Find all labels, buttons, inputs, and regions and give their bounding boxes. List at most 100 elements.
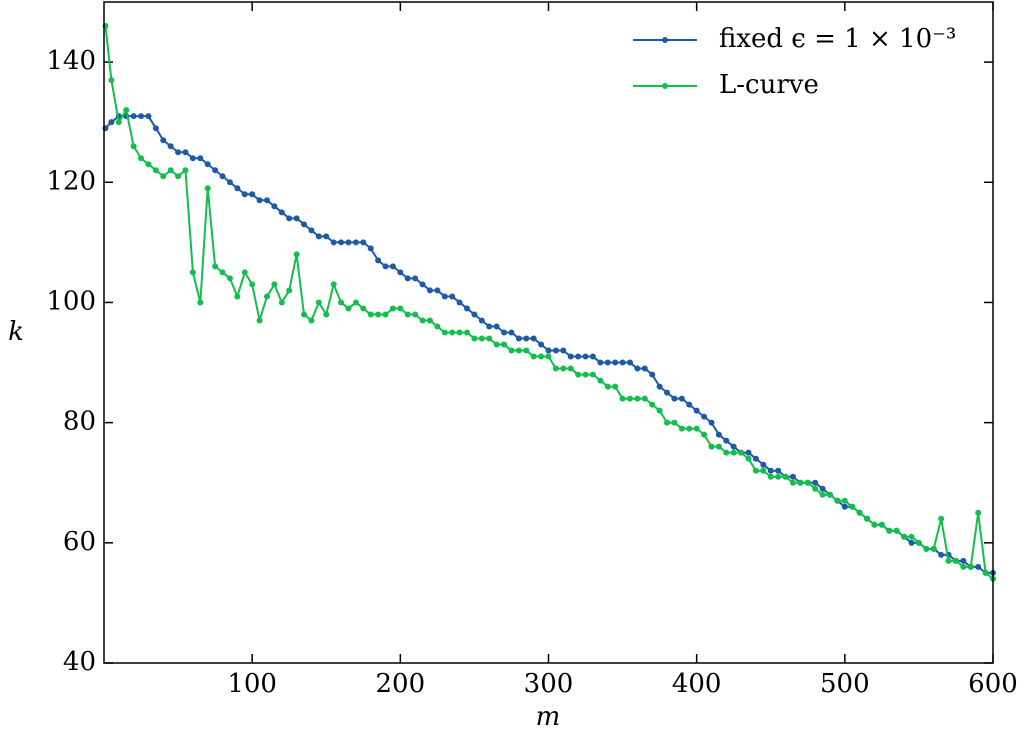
point: [745, 455, 752, 462]
point: [923, 545, 930, 552]
y-tick-label: 40: [63, 647, 96, 677]
point: [560, 365, 567, 372]
point: [597, 359, 604, 366]
point: [323, 311, 330, 318]
point: [301, 311, 308, 318]
point: [908, 539, 915, 546]
point: [538, 353, 545, 360]
point: [330, 239, 337, 246]
point: [523, 335, 530, 342]
point: [182, 167, 189, 174]
point: [856, 509, 863, 516]
point: [412, 311, 419, 318]
point: [145, 161, 152, 168]
series-line: [104, 115, 993, 574]
plot-frame: [103, 1, 994, 664]
point: [723, 437, 730, 444]
point: [226, 179, 233, 186]
point: [234, 293, 241, 300]
point: [175, 149, 182, 156]
point: [893, 527, 900, 534]
point: [449, 329, 456, 336]
point: [160, 137, 167, 144]
point: [775, 467, 782, 474]
point: [412, 275, 419, 282]
point: [886, 527, 893, 534]
point: [323, 233, 330, 240]
point: [523, 347, 530, 354]
point: [434, 287, 441, 294]
point: [160, 173, 167, 180]
point: [671, 395, 678, 402]
point: [760, 467, 767, 474]
point: [508, 347, 515, 354]
point: [352, 239, 359, 246]
point: [108, 119, 115, 126]
point: [501, 329, 508, 336]
point: [471, 335, 478, 342]
point: [664, 389, 671, 396]
point: [701, 431, 708, 438]
y-tick-label: 60: [63, 527, 96, 557]
point: [945, 557, 952, 564]
point: [730, 443, 737, 450]
point: [960, 557, 967, 564]
point: [397, 305, 404, 312]
point: [834, 497, 841, 504]
point: [612, 383, 619, 390]
point: [567, 353, 574, 360]
point: [434, 323, 441, 330]
point: [812, 479, 819, 486]
point: [478, 335, 485, 342]
point: [552, 347, 559, 354]
point: [589, 353, 596, 360]
point: [967, 563, 974, 570]
point: [938, 515, 945, 522]
point: [308, 317, 315, 324]
point: [612, 359, 619, 366]
point: [345, 305, 352, 312]
point: [419, 317, 426, 324]
point: [715, 443, 722, 450]
point: [189, 155, 196, 162]
point: [915, 539, 922, 546]
point: [256, 317, 263, 324]
x-tick-label: 500: [820, 669, 870, 699]
point: [108, 77, 115, 84]
legend-marker: [662, 37, 668, 43]
point: [145, 113, 152, 120]
point: [841, 497, 848, 504]
point: [197, 299, 204, 306]
point: [234, 185, 241, 192]
point: [760, 461, 767, 468]
point: [249, 281, 256, 288]
point: [486, 323, 493, 330]
point: [589, 371, 596, 378]
point: [493, 341, 500, 348]
point: [849, 503, 856, 510]
point: [938, 551, 945, 558]
point: [767, 473, 774, 480]
point: [286, 215, 293, 222]
point: [271, 203, 278, 210]
point: [530, 353, 537, 360]
point: [345, 239, 352, 246]
point: [708, 419, 715, 426]
point: [293, 215, 300, 222]
point: [389, 263, 396, 270]
point: [582, 371, 589, 378]
point: [478, 317, 485, 324]
point: [775, 473, 782, 480]
point: [175, 173, 182, 180]
point: [819, 485, 826, 492]
point: [827, 491, 834, 498]
point: [982, 569, 989, 576]
point: [464, 329, 471, 336]
point: [789, 473, 796, 480]
point: [204, 185, 211, 192]
point: [752, 455, 759, 462]
point: [501, 341, 508, 348]
point: [204, 161, 211, 168]
